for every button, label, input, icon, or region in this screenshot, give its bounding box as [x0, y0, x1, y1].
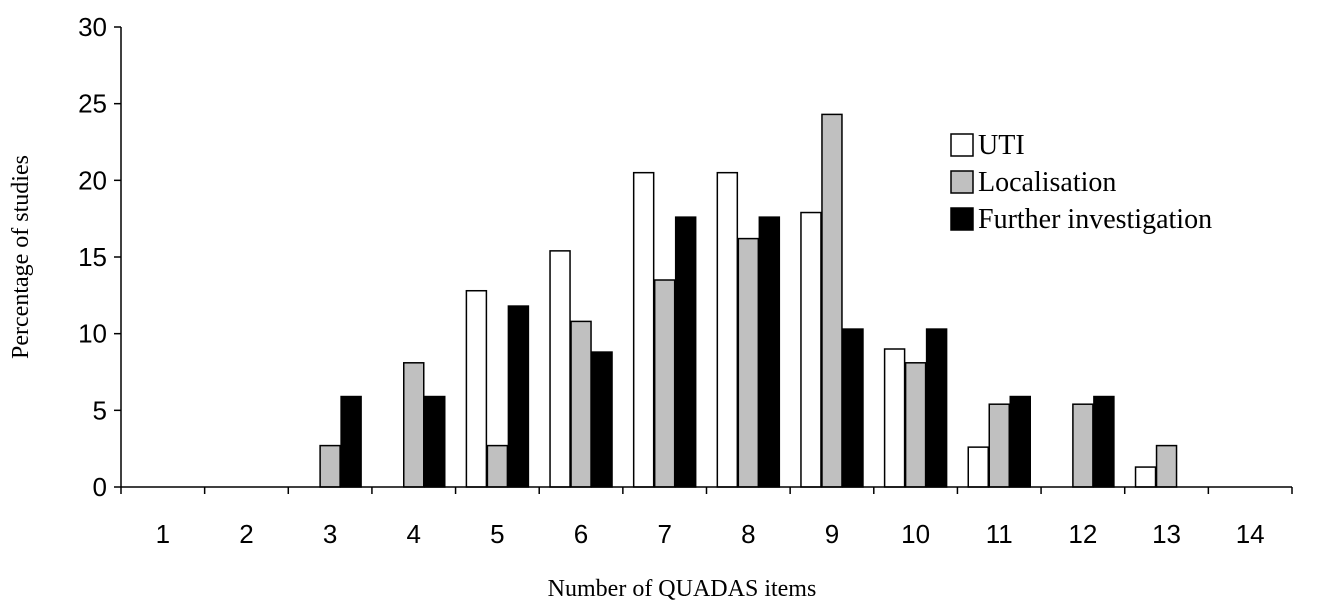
legend-swatch-further-investigation	[950, 207, 974, 231]
x-tick-label: 4	[407, 519, 421, 549]
legend: UTI Localisation Further investigation	[950, 130, 1212, 235]
bar-localisation-12	[1072, 403, 1094, 488]
x-tick-label: 10	[901, 519, 930, 549]
bar-uti-6	[549, 250, 571, 488]
bar-localisation-11	[988, 403, 1010, 488]
bar-uti-8	[716, 171, 739, 488]
bar-further-investigation-7	[674, 216, 697, 488]
x-tick-label: 3	[323, 519, 337, 549]
x-tick-label: 13	[1152, 519, 1181, 549]
x-tick-label: 6	[574, 519, 588, 549]
bar-localisation-5	[486, 444, 509, 488]
bar-further-investigation-10	[925, 328, 948, 488]
y-tick-label: 20	[78, 165, 107, 195]
bar-uti-7	[632, 171, 655, 488]
x-tick-label: 14	[1236, 519, 1265, 549]
bar-localisation-4	[403, 362, 425, 488]
x-tick-label: 9	[825, 519, 839, 549]
bar-uti-5	[465, 289, 488, 488]
bar-localisation-8	[737, 237, 760, 488]
x-tick-label: 12	[1068, 519, 1097, 549]
legend-label-uti: UTI	[978, 130, 1025, 161]
y-tick-label: 25	[78, 89, 107, 119]
bar-localisation-6	[570, 320, 592, 488]
y-tick-label: 15	[78, 242, 107, 272]
y-tick-label: 5	[93, 395, 107, 425]
x-tick-label: 5	[490, 519, 504, 549]
bar-further-investigation-9	[842, 328, 864, 488]
x-tick-label: 1	[156, 519, 170, 549]
bar-uti-13	[1134, 466, 1157, 488]
x-tick-label: 7	[657, 519, 671, 549]
bar-localisation-10	[904, 362, 927, 488]
x-tick-label: 11	[986, 519, 1013, 549]
bar-localisation-7	[653, 279, 676, 488]
y-tick-label: 0	[93, 472, 107, 502]
bar-localisation-3	[319, 444, 341, 488]
bar-uti-9	[800, 211, 822, 488]
bar-uti-10	[883, 348, 906, 488]
bar-localisation-13	[1155, 444, 1178, 488]
bar-further-investigation-11	[1009, 395, 1031, 488]
bars-layer	[319, 113, 1178, 488]
x-tick-label: 2	[239, 519, 253, 549]
y-tick-label: 10	[78, 319, 107, 349]
legend-swatch-uti	[950, 133, 974, 157]
legend-label-localisation: Localisation	[978, 167, 1116, 198]
bar-further-investigation-8	[758, 216, 781, 488]
bar-further-investigation-5	[507, 305, 530, 488]
y-axis-title: Percentage of studies	[8, 155, 34, 359]
bar-uti-11	[967, 446, 989, 488]
labels-layer: Number of QUADAS items Percentage of stu…	[8, 155, 816, 602]
bar-localisation-9	[821, 113, 843, 488]
axes-layer	[120, 27, 1292, 488]
bar-further-investigation-12	[1093, 395, 1115, 488]
x-tick-label: 8	[741, 519, 755, 549]
legend-swatch-localisation	[950, 170, 974, 194]
bar-further-investigation-6	[591, 351, 613, 488]
bar-further-investigation-3	[340, 395, 362, 488]
y-tick-label: 30	[78, 12, 107, 42]
legend-label-further-investigation: Further investigation	[978, 204, 1212, 235]
bar-further-investigation-4	[424, 395, 446, 488]
x-axis-title: Number of QUADAS items	[548, 576, 817, 602]
